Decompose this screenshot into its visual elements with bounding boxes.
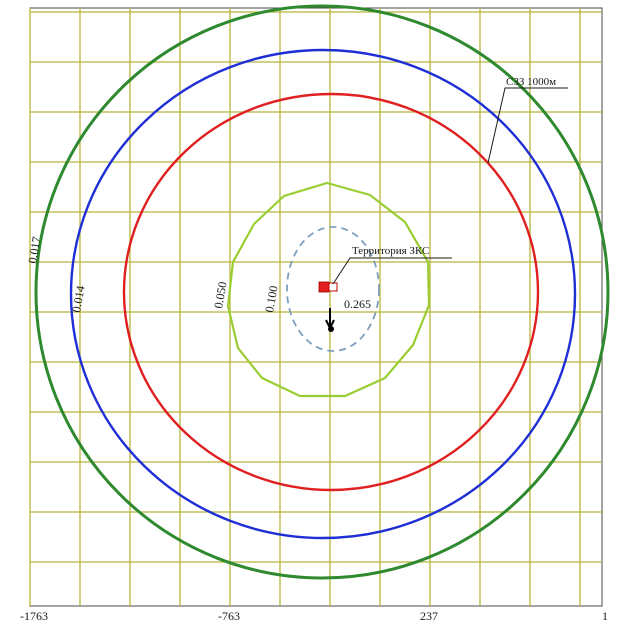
isoline-blue [69,48,577,540]
callout-line-territory [332,257,452,285]
isoline-outer-green [34,4,610,580]
isoline-dashed [286,226,380,352]
plot-area [29,7,603,607]
x-tick-label: -763 [218,609,240,623]
source-marker [318,281,330,293]
x-tick-label: 237 [420,609,438,623]
callout-line-szz [487,87,568,164]
isoline-label-0-100: 0.100 [262,285,280,314]
isoline-label-0-050: 0.050 [211,281,229,310]
isoline-label-0-017: 0.017 [25,236,43,265]
x-tick-label: -1763 [20,609,48,623]
label-territory: Территория ЗКС [352,245,429,257]
source-marker-outline [328,282,338,292]
label-szz: СЗЗ 1000м [506,76,556,88]
isoline-red [122,92,540,492]
wind-arrow-head [328,326,334,332]
x-tick-label: 1 [602,609,608,623]
isoline-label-0-265: 0.265 [344,297,371,311]
isoline-label-0-014: 0.014 [69,285,87,314]
isoline-light-green [226,181,431,398]
